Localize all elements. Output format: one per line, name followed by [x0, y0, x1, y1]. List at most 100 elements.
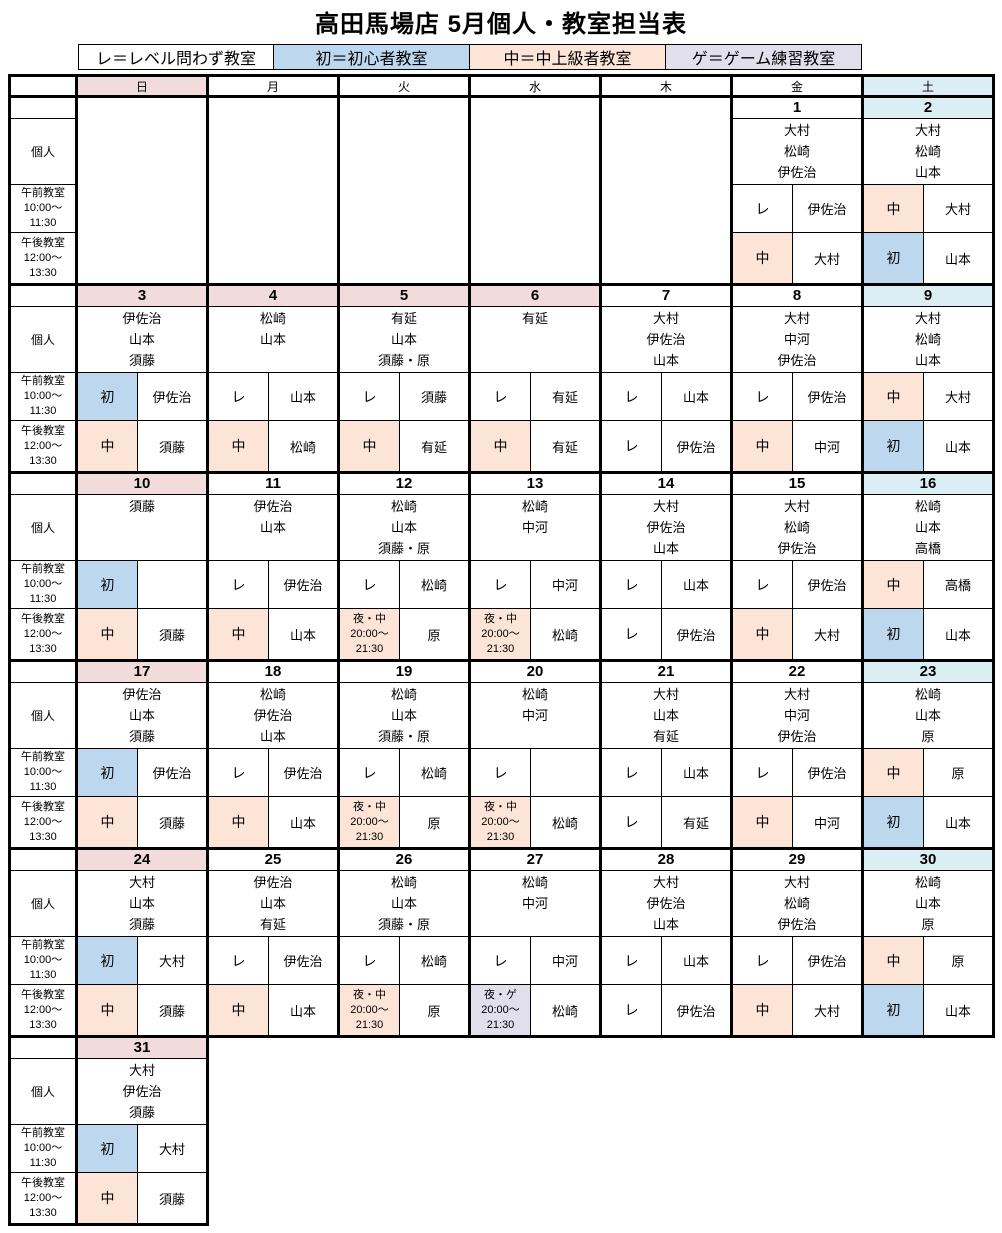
class-type-tag: 中: [864, 373, 924, 420]
class-type-tag: レ: [340, 373, 400, 420]
day-header-row: 日月火水木金土: [8, 74, 995, 98]
afternoon-class-row: レ伊佐治: [602, 609, 730, 659]
class-type-tag: 中: [78, 985, 138, 1035]
day-header-sun: 日: [78, 77, 209, 95]
row-label-column: 個人 午前教室 10:00～ 11:30 午後教室 12:00～ 13:30: [11, 662, 78, 847]
morning-class-row: 初伊佐治: [78, 749, 206, 797]
afternoon-class-row: 中 山本: [209, 609, 337, 659]
personal-staff-cell: 大村 伊佐治 山本: [602, 307, 730, 373]
class-type-tag: 中: [864, 561, 924, 608]
row-label-afternoon: 午後教室 12:00～ 13:30: [21, 1176, 65, 1219]
row-label-morning: 午前教室 10:00～ 11:30: [11, 1125, 75, 1173]
class-staff-name: 松崎: [420, 954, 447, 969]
day-header-sat: 土: [864, 77, 995, 95]
personal-name: 伊佐治: [253, 708, 293, 723]
class-type-tag: 中: [78, 797, 138, 847]
personal-staff-cell: 大村 松崎 山本: [864, 119, 992, 185]
row-label-afternoon: 午後教室 12:00～ 13:30: [21, 236, 65, 279]
date-cell: 17: [78, 662, 206, 683]
day-header-fri: 金: [733, 77, 864, 95]
date-cell: 21: [602, 662, 730, 683]
morning-class-row: レ伊佐治: [733, 937, 861, 985]
row-label-afternoon: 午後教室 12:00～ 13:30: [21, 424, 65, 467]
afternoon-class-row: 中 大村: [733, 985, 861, 1035]
class-staff-name: 原: [951, 954, 965, 969]
row-label-spacer: [11, 286, 75, 307]
class-staff-name: 松崎: [420, 578, 447, 593]
afternoon-class-row: 中 大村: [733, 609, 861, 659]
personal-name: 大村: [652, 875, 679, 890]
personal-staff-cell: 須藤: [78, 495, 206, 561]
morning-class-row: レ 山本: [602, 937, 730, 985]
corner-cell: [11, 77, 78, 95]
legend: レ＝レベル問わず教室 初＝初心者教室 中＝中上級者教室 ゲ＝ゲーム練習教室: [78, 44, 1002, 70]
personal-name: 山本: [914, 896, 941, 911]
class-staff-name: 中河: [813, 815, 840, 831]
empty-day-cell: [602, 98, 733, 283]
morning-class-row: 中原: [864, 937, 992, 985]
class-staff-name: 伊佐治: [807, 954, 847, 969]
class-staff-name: 大村: [813, 1003, 840, 1019]
personal-name: 大村: [914, 123, 941, 138]
class-type-tag: レ: [340, 561, 400, 608]
morning-class-row: 初 大村: [78, 937, 206, 985]
personal-name: 大村: [783, 875, 810, 890]
class-staff-name: 中河: [813, 439, 840, 455]
day-cell: 17 伊佐治 山本 須藤初伊佐治中須藤: [78, 662, 209, 847]
class-type-tag: レ: [209, 937, 269, 984]
class-staff-name: 須藤: [158, 1191, 185, 1207]
class-staff-name: 山本: [682, 578, 709, 593]
date-cell: 5: [340, 286, 468, 307]
class-staff-name: 須藤: [158, 439, 185, 455]
personal-name: 松崎: [521, 687, 548, 702]
personal-name: 高橋: [914, 541, 941, 556]
afternoon-class-row: 中 須藤: [78, 797, 206, 847]
class-type-tag: レ: [602, 749, 662, 796]
date-cell: 1: [733, 98, 861, 119]
afternoon-class-row: レ伊佐治: [602, 421, 730, 471]
morning-class-row: 中 大村: [864, 373, 992, 421]
class-staff-name: 高橋: [944, 578, 971, 593]
afternoon-class-row: 中 須藤: [78, 1173, 206, 1223]
personal-name: 松崎: [390, 875, 417, 890]
personal-staff-cell: 大村 松崎 伊佐治: [733, 495, 861, 561]
morning-class-row: レ 中河: [471, 937, 599, 985]
date-cell: 25: [209, 850, 337, 871]
personal-name: 伊佐治: [777, 917, 817, 932]
personal-name: 原: [921, 729, 935, 744]
week-block: 個人 午前教室 10:00～ 11:30 午後教室 12:00～ 13:30 31 大村…: [8, 1038, 209, 1226]
class-type-tag: 中: [733, 421, 793, 471]
row-label-personal: 個人: [11, 307, 75, 373]
afternoon-class-row: 中 松崎: [209, 421, 337, 471]
morning-class-row: レ伊佐治: [209, 937, 337, 985]
class-staff-name: 大村: [813, 627, 840, 643]
day-cell: 29 大村 松崎 伊佐治レ伊佐治中大村: [733, 850, 864, 1035]
class-staff-name: 山本: [944, 439, 971, 455]
personal-staff-cell: 大村 中河 伊佐治: [733, 683, 861, 749]
class-type-tag: 夜・ゲ 20:00～ 21:30: [471, 985, 531, 1035]
afternoon-class-row: 中 須藤: [78, 985, 206, 1035]
day-header-tue: 火: [340, 77, 471, 95]
class-staff-name: 須藤: [420, 390, 447, 405]
personal-name: 伊佐治: [646, 332, 686, 347]
class-type-tag: 中: [864, 749, 924, 796]
day-header-mon: 月: [209, 77, 340, 95]
morning-class-row: レ 山本: [209, 373, 337, 421]
class-type-tag: レ: [602, 985, 662, 1035]
morning-class-row: 初 大村: [78, 1125, 206, 1173]
day-cell: 4 松崎 山本レ山本中松崎: [209, 286, 340, 471]
personal-name: 山本: [914, 353, 941, 368]
class-type-tag: 夜・中 20:00～ 21:30: [471, 609, 531, 659]
personal-name: 大村: [128, 1063, 155, 1078]
row-label-spacer: [11, 98, 75, 119]
afternoon-class-row: 初 山本: [864, 233, 992, 283]
date-cell: 10: [78, 474, 206, 495]
afternoon-class-row: 夜・中 20:00～ 21:30 松崎: [471, 797, 599, 847]
class-staff-name: 山本: [944, 627, 971, 643]
class-type-tag: レ: [733, 185, 793, 232]
personal-name: 松崎: [259, 311, 286, 326]
morning-class-row: レ 松崎: [340, 561, 468, 609]
morning-class-row: 初: [78, 561, 206, 609]
personal-name: 山本: [259, 520, 286, 535]
class-type-tag: 中: [209, 985, 269, 1035]
